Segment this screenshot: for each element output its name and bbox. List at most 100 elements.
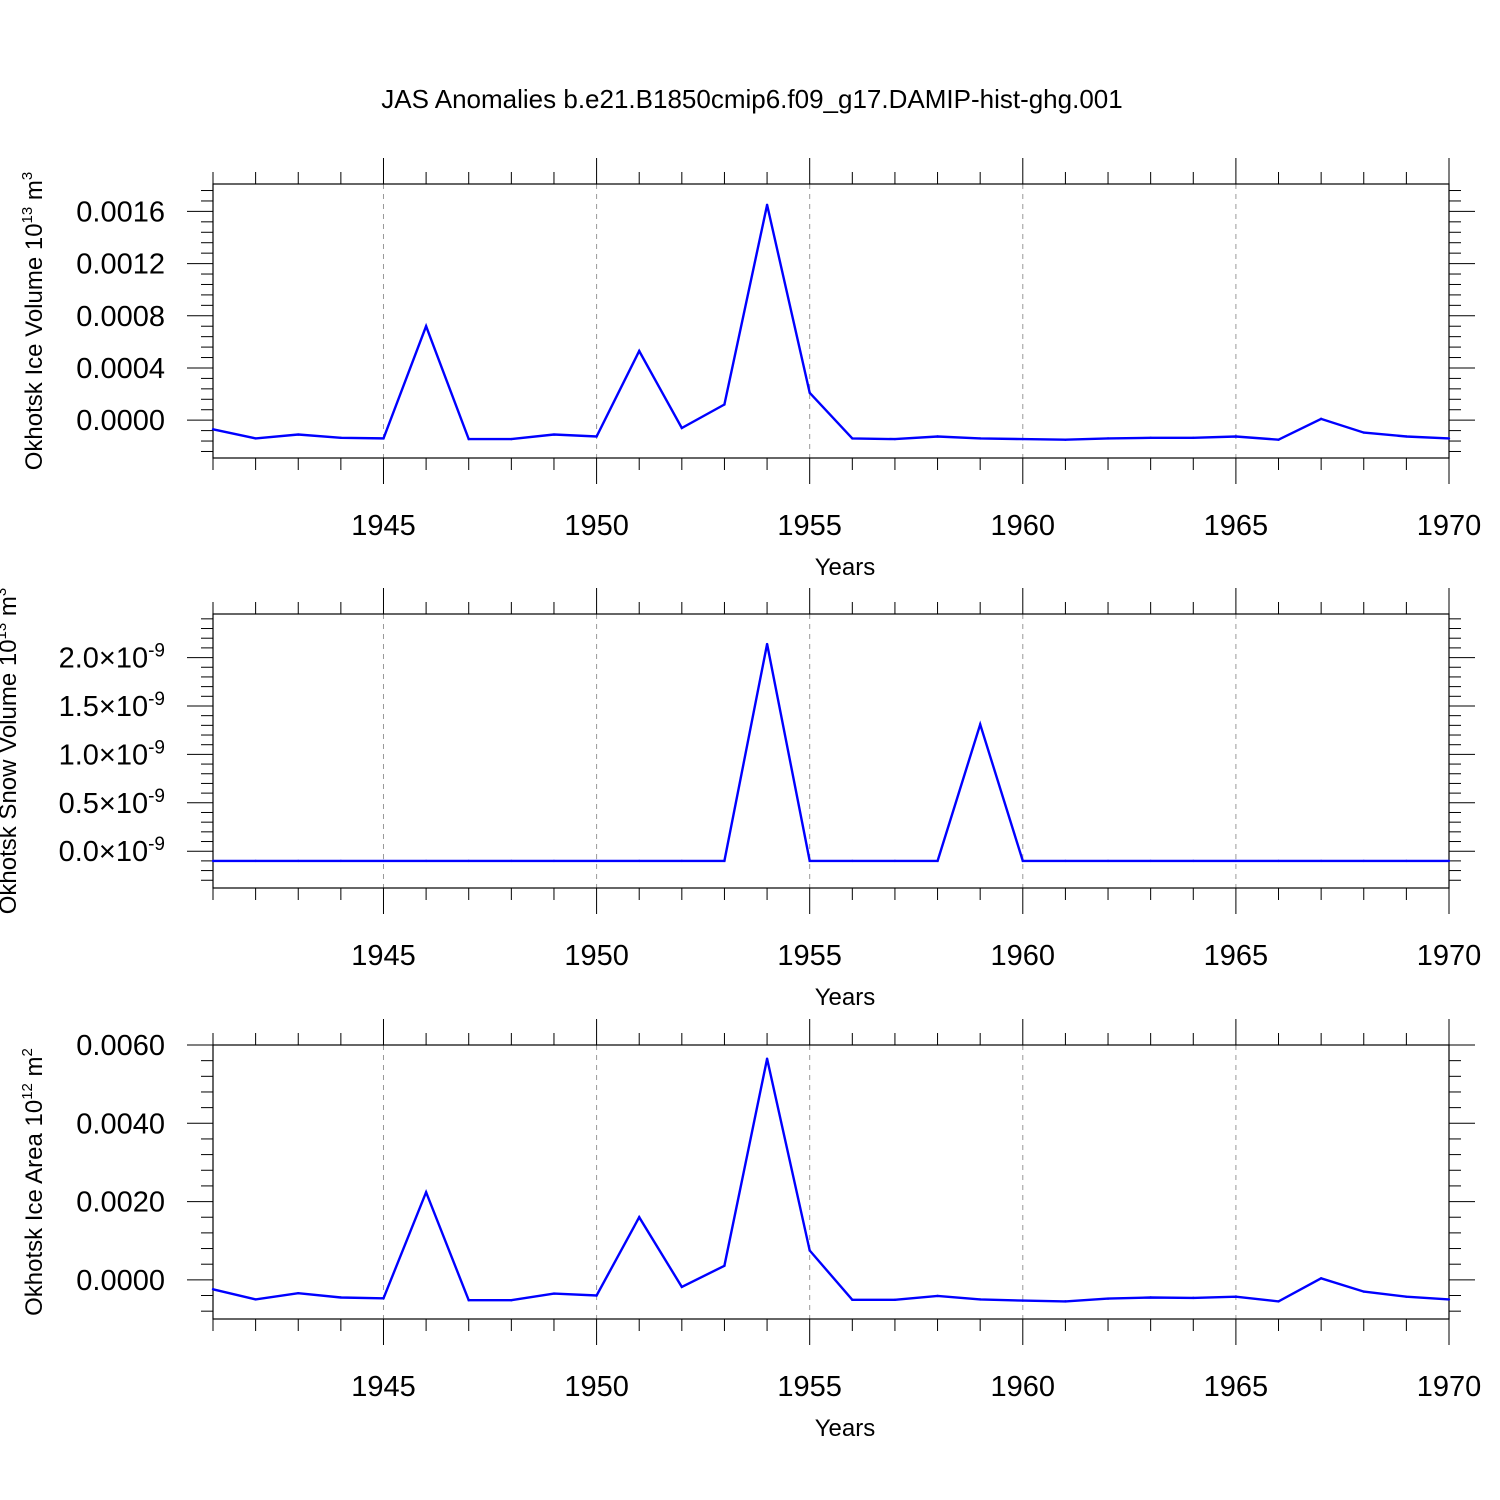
data-point (723, 859, 726, 863)
plot-frame (212, 613, 1450, 889)
data-point (1234, 435, 1238, 438)
series-line (212, 1058, 1450, 1303)
data-point (893, 859, 897, 863)
y-tick-exponent: -9 (148, 834, 165, 855)
data-point (851, 859, 854, 863)
data-point (893, 1298, 897, 1302)
data-point (1405, 435, 1408, 438)
y-axis-title-part: Okhotsk Ice Volume 10 (21, 223, 48, 470)
data-point (467, 437, 470, 441)
data-point (1106, 1297, 1110, 1300)
x-tick-label: 1945 (351, 510, 416, 542)
data-point (510, 859, 513, 863)
x-tick-label: 1970 (1417, 510, 1482, 542)
y-tick-label: 0.0020 (76, 1187, 165, 1219)
chart-panel-1: 1945 1950 1955 1960 1965 1970 0.0016 0.0012 0.00… (19, 158, 1481, 581)
data-point (1319, 1277, 1323, 1280)
data-point (638, 349, 641, 353)
data-point (851, 437, 854, 440)
data-point (467, 1299, 470, 1302)
series-line (213, 643, 1449, 863)
data-point (297, 1291, 300, 1295)
data-point (595, 859, 598, 863)
y-axis-title-part: Okhotsk Ice Area 10 (21, 1100, 48, 1316)
data-point (765, 1057, 769, 1060)
y-axis-title-part: Okhotsk Snow Volume 10 (0, 639, 22, 914)
data-point (808, 859, 811, 863)
data-point (339, 436, 343, 439)
x-tick-label: 1960 (991, 940, 1056, 972)
data-point (936, 1294, 939, 1298)
y-tick-label: 0.0000 (76, 405, 165, 437)
plot-frame (212, 1044, 1450, 1320)
chart-title: JAS Anomalies b.e21.B1850cmip6.f09_g17.D… (381, 84, 1122, 114)
y-axis-title: Okhotsk Ice Volume 1013 m3 (19, 172, 48, 471)
data-point (552, 1292, 556, 1295)
data-point (467, 859, 470, 863)
data-point (339, 859, 343, 863)
data-point (297, 433, 300, 436)
data-point (1405, 859, 1408, 863)
data-point (1064, 438, 1067, 441)
y-axis-title-part: m (21, 180, 48, 207)
data-point (1362, 431, 1365, 434)
data-point (1447, 1298, 1451, 1301)
data-point (1362, 859, 1365, 863)
data-point (1064, 859, 1067, 863)
x-tick-label: 1955 (777, 510, 842, 542)
data-point (978, 723, 982, 726)
y-axis-title-part: 12 (19, 1083, 36, 1100)
data-point (510, 1299, 513, 1302)
y-tick-label: 0.0060 (76, 1030, 165, 1062)
y-axis-title-part: 3 (19, 172, 36, 180)
x-tick-label: 1965 (1204, 1371, 1269, 1403)
y-axis-title-part: m (21, 1056, 48, 1083)
x-tick-label: 1970 (1417, 940, 1482, 972)
data-point (936, 435, 939, 438)
y-axis-title-part: m (0, 596, 22, 623)
data-point (1149, 436, 1152, 439)
y-tick-exponent: -9 (148, 737, 165, 758)
y-tick-label: 0.0016 (76, 196, 165, 228)
data-point (808, 1249, 811, 1252)
data-point (254, 1298, 257, 1301)
data-point (339, 1296, 343, 1299)
data-point (424, 1190, 428, 1194)
data-point (808, 391, 811, 394)
data-point (1234, 1295, 1238, 1298)
data-point (978, 1298, 982, 1301)
data-point (254, 437, 257, 440)
data-point (382, 1297, 385, 1300)
data-point (765, 642, 769, 646)
data-point (1021, 1299, 1024, 1302)
data-point (723, 403, 726, 406)
x-tick-label: 1970 (1417, 1371, 1482, 1403)
data-point (1277, 1300, 1280, 1303)
x-axis-title: Years (815, 1415, 876, 1442)
data-point (1021, 859, 1024, 863)
data-point (552, 433, 556, 436)
data-point (680, 859, 684, 863)
data-point (1319, 417, 1323, 421)
y-tick-label: 1.0×10-9 (59, 737, 165, 771)
data-point (510, 437, 513, 441)
data-point (851, 1298, 854, 1302)
x-tick-label: 1950 (564, 510, 629, 542)
y-axis-title-part: 3 (0, 588, 10, 596)
data-point (638, 859, 641, 863)
y-tick-label: 0.0×10-9 (59, 834, 165, 868)
chart-panel-2: 1945 1950 1955 1960 1965 1970 2.0×10-9 1.5×10-9… (0, 588, 1481, 1011)
data-point (1064, 1300, 1067, 1303)
y-axis-title: Okhotsk Ice Area 1012 m2 (19, 1048, 48, 1316)
data-point (552, 859, 556, 863)
data-point (1277, 438, 1280, 441)
data-point (595, 435, 598, 438)
data-point (211, 859, 215, 863)
data-point (936, 859, 939, 863)
data-point (1319, 859, 1323, 863)
y-tick-label: 0.0000 (76, 1265, 165, 1297)
x-tick-label: 1965 (1204, 510, 1269, 542)
data-point (424, 859, 428, 863)
